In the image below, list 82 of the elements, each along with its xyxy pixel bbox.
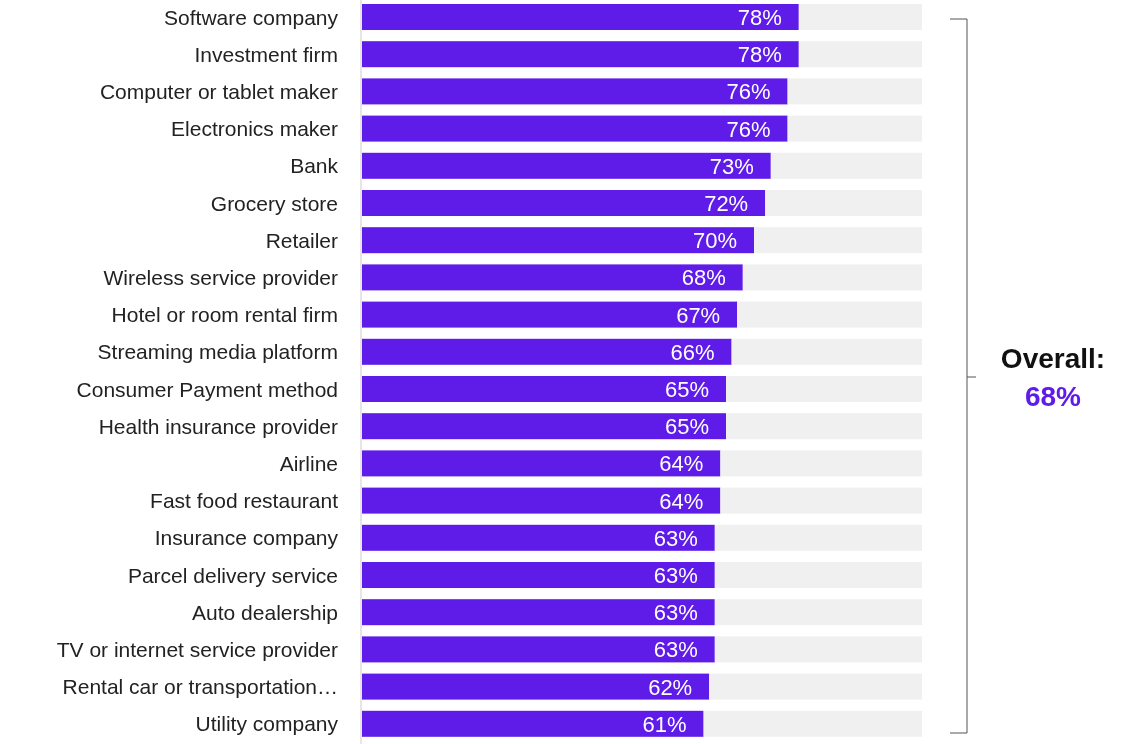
bar [770, 152, 922, 179]
data-label: 78% [737, 42, 782, 68]
y-tick-label: Bank [290, 154, 339, 178]
bar [720, 450, 922, 477]
y-tick-label: Health insurance provider [98, 414, 339, 438]
bar [726, 376, 922, 402]
data-label: 76% [726, 116, 771, 142]
y-tick-label: Auto dealership [192, 600, 338, 624]
bar [703, 710, 922, 737]
data-label: 78% [737, 4, 782, 30]
data-label: 63% [653, 525, 698, 551]
y-tick-label: Investment firm [194, 42, 338, 66]
data-label: 65% [664, 376, 709, 402]
bar [737, 301, 922, 328]
y-tick-label: Grocery store [210, 191, 338, 215]
bar [754, 227, 922, 254]
bar [362, 636, 715, 663]
bar [714, 636, 922, 663]
y-tick-label: Hotel or room rental firm [111, 303, 338, 327]
bar [787, 78, 922, 105]
y-tick-label: Retailer [265, 228, 338, 252]
y-tick-label: Streaming media platform [97, 340, 338, 364]
y-tick-label: Utility company [195, 712, 339, 736]
bar [714, 599, 922, 626]
y-tick-label: Consumer Payment method [76, 377, 338, 401]
bar [731, 338, 922, 365]
y-tick-label: Rental car or transportation… [62, 675, 338, 699]
y-tick-label: Computer or tablet maker [99, 79, 338, 103]
bar [362, 338, 732, 365]
bar [742, 264, 922, 291]
y-tick-label: Airline [279, 451, 338, 475]
bar [362, 4, 799, 30]
bar [720, 487, 922, 514]
bar [362, 301, 738, 328]
bar [362, 599, 715, 626]
bar [362, 227, 754, 254]
data-label: 72% [704, 190, 749, 216]
bar [709, 673, 922, 700]
data-label: 64% [659, 451, 704, 477]
y-tick-label: Fast food restaurant [150, 489, 339, 513]
y-tick-label: TV or internet service provider [56, 637, 338, 661]
bar [362, 152, 771, 179]
data-label: 62% [648, 674, 693, 700]
text: 68% [1024, 381, 1082, 413]
data-label: 65% [664, 414, 709, 440]
y-tick-label: Parcel delivery service [127, 563, 338, 587]
bar [362, 413, 726, 440]
bar [362, 450, 721, 477]
bar [726, 413, 922, 440]
data-label: 68% [681, 265, 726, 291]
data-label: 66% [670, 339, 715, 365]
bar [765, 190, 922, 216]
bar [798, 41, 922, 68]
data-label: 61% [642, 711, 687, 737]
bar [362, 376, 726, 402]
bar [362, 562, 715, 588]
bar [362, 264, 743, 291]
bar [362, 487, 721, 514]
bar [362, 78, 788, 105]
bar [362, 115, 788, 142]
y-tick-label: Insurance company [154, 526, 339, 550]
data-label: 73% [709, 153, 754, 179]
bar [787, 115, 922, 142]
y-tick-label: Electronics maker [171, 117, 338, 141]
bar [362, 673, 710, 700]
data-label: 63% [653, 600, 698, 626]
y-tick-label: Software company [164, 5, 339, 29]
text: Overall: [1000, 343, 1106, 375]
data-label: 76% [726, 79, 771, 105]
y-tick-label: Wireless service provider [103, 265, 338, 289]
bar [798, 4, 922, 30]
data-label: 63% [653, 562, 698, 588]
bar [714, 524, 922, 551]
data-label: 64% [659, 488, 704, 514]
bar [714, 562, 922, 588]
data-label: 70% [692, 228, 737, 254]
data-label: 63% [653, 637, 698, 663]
bar [362, 190, 766, 216]
data-label: 67% [676, 302, 721, 328]
bar [362, 524, 715, 551]
bar [362, 710, 704, 737]
bar [362, 41, 799, 68]
